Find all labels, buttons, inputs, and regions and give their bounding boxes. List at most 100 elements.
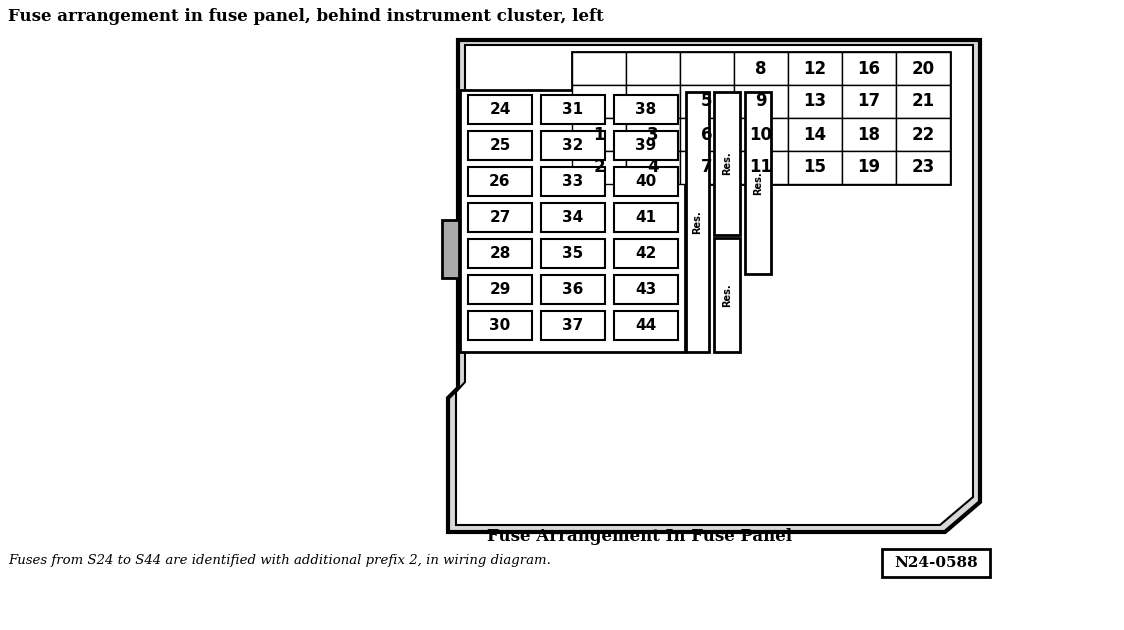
- Text: 33: 33: [562, 174, 583, 189]
- Text: 6: 6: [701, 125, 713, 144]
- Bar: [734, 85, 788, 118]
- Text: Res.: Res.: [753, 171, 763, 195]
- Bar: [614, 311, 678, 340]
- Text: 30: 30: [489, 318, 510, 333]
- Bar: [614, 167, 678, 196]
- Bar: [468, 239, 532, 268]
- Bar: [686, 92, 709, 352]
- Bar: [614, 95, 678, 124]
- Text: 4: 4: [647, 159, 659, 176]
- Text: 19: 19: [858, 159, 880, 176]
- Text: 3: 3: [647, 125, 659, 144]
- Bar: [614, 131, 678, 160]
- Text: 27: 27: [489, 210, 510, 225]
- Text: 37: 37: [562, 318, 583, 333]
- Bar: [541, 203, 605, 232]
- Bar: [614, 275, 678, 304]
- Bar: [468, 95, 532, 124]
- Text: 11: 11: [750, 159, 772, 176]
- Text: 29: 29: [489, 282, 510, 297]
- Text: 39: 39: [635, 138, 656, 153]
- Text: 32: 32: [562, 138, 583, 153]
- Bar: [460, 90, 685, 352]
- Text: Res.: Res.: [722, 152, 732, 175]
- Bar: [680, 151, 734, 184]
- Bar: [614, 203, 678, 232]
- Bar: [541, 131, 605, 160]
- Bar: [541, 311, 605, 340]
- Text: 25: 25: [489, 138, 510, 153]
- Text: 13: 13: [804, 93, 826, 110]
- Text: 22: 22: [912, 125, 935, 144]
- Bar: [842, 118, 896, 151]
- Bar: [468, 203, 532, 232]
- Bar: [541, 275, 605, 304]
- Bar: [468, 275, 532, 304]
- Bar: [626, 52, 680, 85]
- Text: 43: 43: [635, 282, 656, 297]
- Text: 10: 10: [750, 125, 772, 144]
- Text: Fuses from S24 to S44 are identified with additional prefix 2, in wiring diagram: Fuses from S24 to S44 are identified wit…: [8, 554, 551, 567]
- Text: 8: 8: [755, 59, 767, 77]
- Text: 5: 5: [701, 93, 713, 110]
- Text: 2: 2: [593, 159, 605, 176]
- Bar: [745, 92, 771, 274]
- Bar: [788, 52, 842, 85]
- Bar: [541, 95, 605, 124]
- Bar: [896, 85, 950, 118]
- Text: Fuse arrangement in fuse panel, behind instrument cluster, left: Fuse arrangement in fuse panel, behind i…: [8, 8, 604, 25]
- Bar: [788, 85, 842, 118]
- Bar: [896, 151, 950, 184]
- Text: Res.: Res.: [692, 210, 702, 234]
- Text: 21: 21: [912, 93, 934, 110]
- Bar: [541, 239, 605, 268]
- Bar: [468, 131, 532, 160]
- Text: 16: 16: [858, 59, 880, 77]
- Text: 7: 7: [701, 159, 713, 176]
- Bar: [842, 151, 896, 184]
- Bar: [626, 118, 680, 151]
- Text: 36: 36: [562, 282, 583, 297]
- Text: 24: 24: [489, 102, 510, 117]
- Text: 14: 14: [804, 125, 826, 144]
- Bar: [442, 220, 459, 278]
- Bar: [572, 151, 626, 184]
- Bar: [572, 118, 626, 151]
- Bar: [680, 118, 734, 151]
- Bar: [714, 238, 740, 352]
- Text: N24-0588: N24-0588: [894, 556, 978, 570]
- Text: Res.: Res.: [722, 284, 732, 307]
- Text: 12: 12: [804, 59, 826, 77]
- Text: 9: 9: [755, 93, 767, 110]
- Bar: [572, 85, 626, 118]
- Text: 31: 31: [562, 102, 583, 117]
- Text: 38: 38: [635, 102, 656, 117]
- Bar: [882, 549, 990, 577]
- Bar: [468, 167, 532, 196]
- Bar: [572, 52, 950, 184]
- Bar: [842, 52, 896, 85]
- Text: 28: 28: [489, 246, 510, 261]
- Bar: [896, 118, 950, 151]
- Text: 23: 23: [912, 159, 935, 176]
- Bar: [468, 311, 532, 340]
- Text: 17: 17: [858, 93, 880, 110]
- Bar: [572, 52, 626, 85]
- Bar: [896, 52, 950, 85]
- Text: 34: 34: [562, 210, 583, 225]
- Bar: [734, 151, 788, 184]
- Polygon shape: [456, 45, 973, 525]
- Text: 15: 15: [804, 159, 826, 176]
- Text: 26: 26: [489, 174, 510, 189]
- Bar: [680, 52, 734, 85]
- Bar: [626, 151, 680, 184]
- Text: 18: 18: [858, 125, 880, 144]
- Bar: [842, 85, 896, 118]
- Text: 20: 20: [912, 59, 934, 77]
- Text: 44: 44: [635, 318, 656, 333]
- Bar: [714, 92, 740, 235]
- Polygon shape: [448, 40, 980, 532]
- Bar: [788, 118, 842, 151]
- Bar: [626, 85, 680, 118]
- Text: Fuse Arrangement In Fuse Panel: Fuse Arrangement In Fuse Panel: [488, 528, 792, 545]
